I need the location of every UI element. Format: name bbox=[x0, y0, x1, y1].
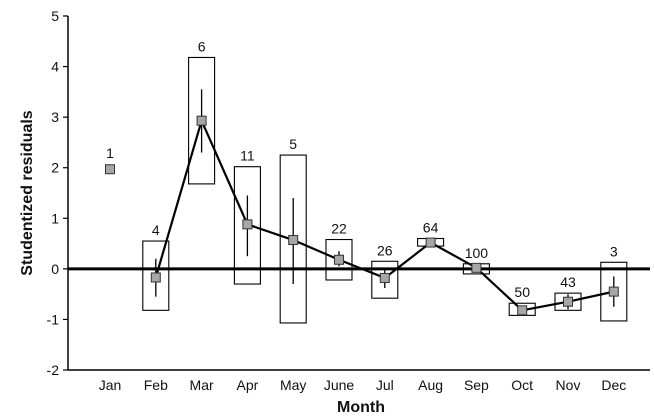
x-axis-title: Month bbox=[337, 399, 385, 416]
n-label-may: 5 bbox=[289, 136, 297, 152]
markers-layer bbox=[105, 115, 619, 316]
x-tick-label-sep: Sep bbox=[464, 377, 489, 393]
n-label-dec: 3 bbox=[610, 243, 618, 259]
mean-marker-may bbox=[288, 235, 299, 246]
box-apr bbox=[233, 166, 261, 285]
x-tick-label-nov: Nov bbox=[556, 377, 581, 393]
mean-marker-jan bbox=[105, 164, 115, 175]
n-label-nov: 43 bbox=[560, 274, 576, 290]
x-tick-label-june: June bbox=[324, 377, 355, 393]
y-tick-label: 1 bbox=[51, 210, 59, 226]
y-axis-title: Studentized residuals bbox=[19, 110, 36, 275]
y-tick-label: -1 bbox=[47, 311, 60, 327]
x-tick-label-aug: Aug bbox=[418, 377, 443, 393]
x-ticks-layer: Jan Feb Mar Apr May June Jul Aug Sep Oct Nov Dec bbox=[99, 377, 627, 393]
n-label-apr: 11 bbox=[240, 148, 255, 164]
n-label-aug: 64 bbox=[423, 220, 439, 236]
y-tick-label: 3 bbox=[51, 109, 59, 125]
n-label-oct: 50 bbox=[514, 284, 530, 300]
box-feb bbox=[142, 240, 170, 311]
n-label-sep: 100 bbox=[465, 245, 489, 261]
box-oct bbox=[508, 302, 536, 316]
mean-marker-sep bbox=[471, 262, 482, 273]
mean-marker-jul bbox=[379, 272, 390, 283]
x-tick-label-feb: Feb bbox=[144, 377, 168, 393]
box-dec bbox=[600, 261, 628, 322]
mean-marker-nov bbox=[563, 296, 573, 307]
y-tick-label: 4 bbox=[51, 59, 59, 75]
box-may bbox=[279, 154, 307, 324]
y-tick-label: -2 bbox=[47, 362, 60, 378]
x-tick-label-apr: Apr bbox=[237, 377, 259, 393]
box-mar bbox=[188, 56, 216, 185]
y-tick-label: 5 bbox=[51, 8, 59, 24]
box-jul bbox=[371, 260, 399, 299]
box-nov bbox=[554, 292, 582, 311]
mean-marker-feb bbox=[150, 272, 161, 283]
box-june bbox=[325, 238, 353, 281]
x-tick-label-jan: Jan bbox=[99, 377, 122, 393]
y-tick-label: 0 bbox=[51, 261, 59, 277]
mean-marker-apr bbox=[242, 219, 253, 230]
n-label-mar: 6 bbox=[198, 38, 206, 54]
x-tick-label-jul: Jul bbox=[376, 377, 394, 393]
x-tick-label-mar: Mar bbox=[190, 377, 214, 393]
mean-marker-mar bbox=[196, 115, 207, 126]
n-label-jul: 26 bbox=[377, 242, 393, 258]
n-labels-layer: 1 4 6 11 5 22 26 64 100 50 43 3 bbox=[106, 38, 618, 300]
n-label-june: 22 bbox=[331, 221, 347, 237]
x-tick-label-oct: Oct bbox=[511, 377, 533, 393]
n-label-jan: 1 bbox=[106, 145, 114, 161]
mean-marker-oct bbox=[517, 305, 528, 316]
n-label-feb: 4 bbox=[152, 222, 160, 238]
mean-marker-aug bbox=[425, 237, 436, 248]
x-tick-label-may: May bbox=[280, 377, 306, 393]
x-tick-label-dec: Dec bbox=[601, 377, 626, 393]
y-tick-label: 2 bbox=[51, 160, 59, 176]
mean-marker-dec bbox=[608, 286, 619, 297]
mean-marker-june bbox=[334, 254, 344, 265]
y-ticks-layer: -2 -1 0 1 2 3 4 5 bbox=[47, 8, 68, 378]
